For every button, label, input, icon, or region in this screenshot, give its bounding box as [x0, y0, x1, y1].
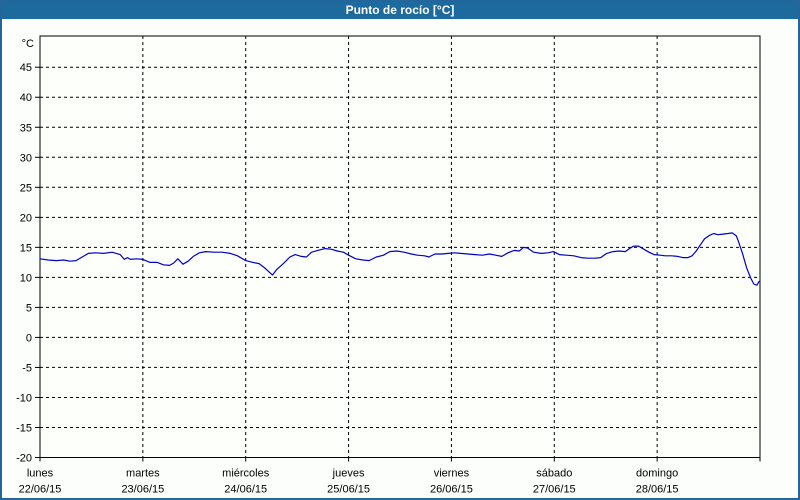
- x-day-name-label: jueves: [332, 468, 365, 480]
- x-day-name-label: viernes: [434, 468, 470, 480]
- y-tick-label: -20: [16, 453, 32, 465]
- x-day-date-label: 23/06/15: [121, 484, 164, 496]
- y-tick-label: 35: [20, 122, 32, 134]
- x-day-name-label: miércoles: [222, 468, 270, 480]
- x-day-name-label: sábado: [536, 468, 572, 480]
- plot-border: [39, 35, 761, 458]
- y-tick-label: 15: [20, 242, 32, 254]
- x-day-name-label: martes: [126, 468, 160, 480]
- x-day-date-label: 24/06/15: [224, 484, 267, 496]
- y-tick-label: 25: [20, 182, 32, 194]
- chart-canvas: 45 40 35 30 25 20 15 10 5 0 -5 -10 -15 -20 °C lunes 22/0…: [2, 19, 798, 498]
- y-tick-label: 0: [26, 332, 32, 344]
- x-day-date-label: 25/06/15: [327, 484, 370, 496]
- x-day-name-label: lunes: [27, 468, 54, 480]
- dewpoint-chart: 45 40 35 30 25 20 15 10 5 0 -5 -10 -15 -20 °C lunes 22/0…: [16, 35, 761, 496]
- y-tick-label: -5: [22, 362, 32, 374]
- y-tick-label: 40: [20, 92, 32, 104]
- y-tick-label: 20: [20, 212, 32, 224]
- x-day-date-label: 27/06/15: [533, 484, 576, 496]
- x-day-date-label: 26/06/15: [430, 484, 473, 496]
- y-tick-label: -15: [16, 422, 32, 434]
- y-tick-label: 10: [20, 272, 32, 284]
- y-tick-label: 45: [20, 62, 32, 74]
- chart-title: Punto de rocío [°C]: [345, 3, 455, 17]
- y-tick-label: 5: [26, 302, 32, 314]
- chart-title-bar: Punto de rocío [°C]: [2, 2, 798, 19]
- x-day-date-label: 28/06/15: [636, 484, 679, 496]
- dewpoint-series-line: [39, 232, 761, 286]
- x-day-date-label: 22/06/15: [19, 484, 62, 496]
- x-day-name-label: domingo: [636, 468, 678, 480]
- y-tick-label: -10: [16, 392, 32, 404]
- y-tick-label: 30: [20, 152, 32, 164]
- y-axis-unit-label: °C: [22, 38, 34, 50]
